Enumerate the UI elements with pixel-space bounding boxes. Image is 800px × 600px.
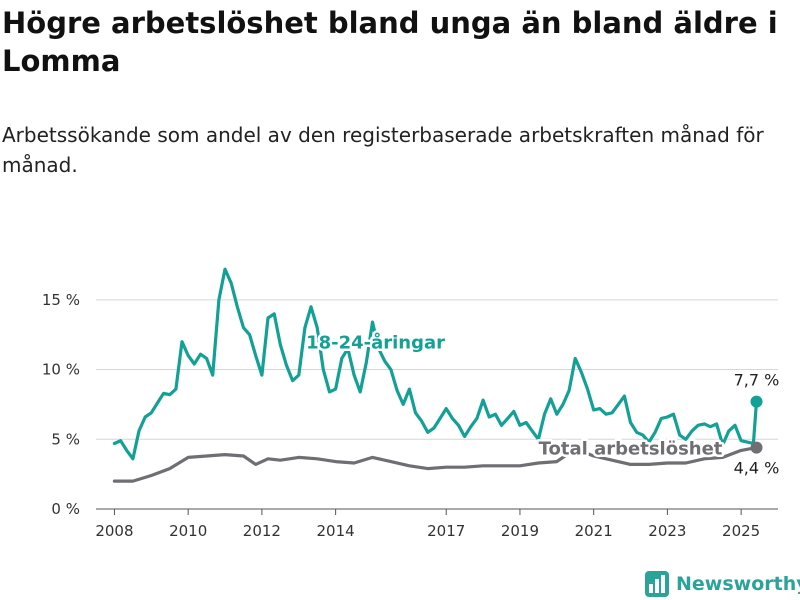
- youth-series-label: 18-24-åringar: [306, 332, 445, 354]
- total-series-end-marker: [750, 441, 763, 454]
- newsworthy-logo[interactable]: Newsworthy: [644, 569, 800, 599]
- y-tick-label: 0 %: [51, 500, 80, 518]
- total-series-label: Total arbetslöshet: [539, 439, 723, 460]
- total-series-line: [112, 446, 759, 483]
- y-tick-label: 10 %: [42, 361, 80, 379]
- x-tick-label: 2017: [427, 522, 465, 540]
- chart-title: Högre arbetslöshet bland unga än bland ä…: [2, 6, 778, 78]
- label-layer: 7,7 % 4,4 % 18-24-åringar Total arbetslöshe…: [304, 329, 780, 478]
- youth-series-end-marker: [750, 395, 763, 408]
- total-series-end-label: 4,4 %: [734, 459, 780, 478]
- brand-name: Newsworthy: [676, 573, 800, 595]
- bar-chart-logo-icon: [645, 571, 669, 597]
- x-tick-label: 2025: [722, 522, 760, 540]
- series-layer: [112, 267, 763, 483]
- x-tick-label: 2019: [501, 522, 539, 540]
- x-tick-label: 2010: [169, 522, 207, 540]
- x-tick-label: 2021: [575, 522, 613, 540]
- youth-series-end-label: 7,7 %: [734, 371, 780, 390]
- x-tick-label: 2008: [95, 522, 133, 540]
- y-tick-label: 15 %: [42, 291, 80, 309]
- y-tick-label: 5 %: [51, 430, 80, 448]
- axis-layer: 0 % 5 % 10 % 15 % 2008 2010 2012 2014 2017 2019 20…: [42, 291, 778, 540]
- x-tick-label: 2023: [648, 522, 686, 540]
- youth-series-line: [112, 267, 759, 461]
- grid-layer: [96, 299, 778, 510]
- x-tick-label: 2012: [243, 522, 281, 540]
- x-tick-label: 2014: [317, 522, 355, 540]
- chart-subtitle: Arbetssökande som andel av den registerb…: [2, 123, 764, 177]
